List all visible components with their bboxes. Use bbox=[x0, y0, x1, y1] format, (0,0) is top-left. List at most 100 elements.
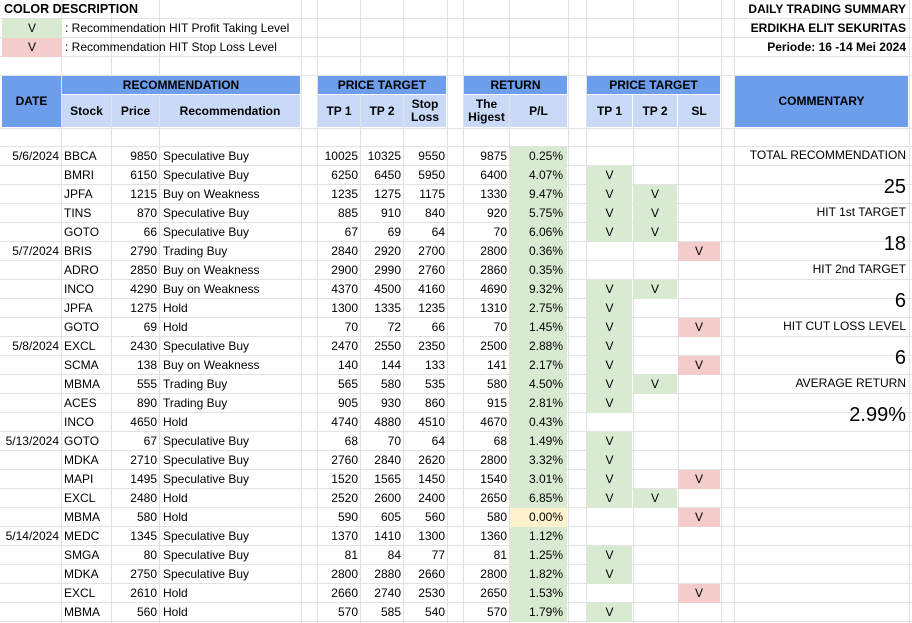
cell-price: 1275 bbox=[130, 301, 157, 315]
cell-rec: Hold bbox=[163, 320, 188, 334]
grid-vline bbox=[568, 0, 569, 623]
cell-hit-sl bbox=[678, 546, 720, 565]
commentary-label: HIT 2nd TARGET bbox=[812, 262, 906, 276]
cell-sl: 9550 bbox=[418, 149, 445, 163]
cell-hit-tp2 bbox=[633, 451, 677, 470]
cell-tp2: 1410 bbox=[374, 529, 401, 543]
grid-hline bbox=[0, 564, 912, 565]
cell-sl: 2350 bbox=[418, 339, 445, 353]
grid-hline bbox=[0, 621, 912, 622]
cell-pl: 4.50% bbox=[510, 375, 567, 394]
header-stock: Stock bbox=[62, 95, 111, 127]
cell-hit-tp1 bbox=[587, 527, 632, 546]
cell-hit-tp2: V bbox=[633, 223, 677, 242]
cell-pl: 2.75% bbox=[510, 299, 567, 318]
cell-rec: Speculative Buy bbox=[163, 567, 250, 581]
grid-hline bbox=[0, 450, 912, 451]
cell-hit-tp1: V bbox=[587, 489, 632, 508]
cell-pl: 1.82% bbox=[510, 565, 567, 584]
cell-tp2: 6450 bbox=[374, 168, 401, 182]
cell-sl: 860 bbox=[424, 396, 445, 410]
cell-date bbox=[2, 413, 59, 432]
grid-vline bbox=[678, 0, 679, 623]
cell-high: 1330 bbox=[480, 187, 507, 201]
cell-tp1: 905 bbox=[337, 396, 358, 410]
cell-hit-tp2 bbox=[633, 261, 677, 280]
legend-swatch-stoploss: V bbox=[2, 38, 62, 57]
cell-hit-tp2: V bbox=[633, 185, 677, 204]
cell-price: 9850 bbox=[130, 149, 157, 163]
cell-rec: Speculative Buy bbox=[163, 206, 250, 220]
cell-stock: MBMA bbox=[64, 605, 100, 619]
cell-hit-tp2 bbox=[633, 432, 677, 451]
cell-pl: 0.25% bbox=[510, 147, 567, 166]
cell-hit-sl bbox=[678, 166, 720, 185]
cell-hit-sl bbox=[678, 527, 720, 546]
cell-pl: 2.81% bbox=[510, 394, 567, 413]
cell-tp2: 4880 bbox=[374, 415, 401, 429]
cell-hit-tp2 bbox=[633, 527, 677, 546]
cell-tp1: 570 bbox=[337, 605, 358, 619]
cell-price: 890 bbox=[136, 396, 157, 410]
cell-tp2: 2840 bbox=[374, 453, 401, 467]
cell-high: 580 bbox=[486, 377, 507, 391]
cell-tp1: 1235 bbox=[331, 187, 358, 201]
cell-date bbox=[2, 356, 59, 375]
cell-sl: 2620 bbox=[418, 453, 445, 467]
grid-hline bbox=[0, 412, 912, 413]
cell-high: 68 bbox=[493, 434, 507, 448]
cell-sl: 2660 bbox=[418, 567, 445, 581]
cell-stock: MDKA bbox=[64, 567, 99, 581]
grid-hline bbox=[0, 128, 912, 129]
cell-tp2: 2600 bbox=[374, 491, 401, 505]
cell-hit-tp2 bbox=[633, 318, 677, 337]
cell-stock: JPFA bbox=[64, 301, 93, 315]
cell-hit-sl: V bbox=[678, 584, 720, 603]
cell-hit-tp1 bbox=[587, 413, 632, 432]
cell-tp1: 70 bbox=[344, 320, 358, 334]
cell-hit-tp2 bbox=[633, 470, 677, 489]
cell-hit-tp2: V bbox=[633, 204, 677, 223]
cell-tp2: 70 bbox=[387, 434, 401, 448]
cell-tp2: 2550 bbox=[374, 339, 401, 353]
cell-date bbox=[2, 546, 59, 565]
cell-tp2: 1565 bbox=[374, 472, 401, 486]
summary-title: DAILY TRADING SUMMARY bbox=[748, 2, 906, 16]
grid-hline bbox=[0, 75, 912, 76]
cell-rec: Hold bbox=[163, 491, 188, 505]
cell-date bbox=[2, 508, 59, 527]
cell-date bbox=[2, 204, 59, 223]
legend-title: COLOR DESCRIPTION bbox=[4, 2, 139, 16]
cell-hit-tp2 bbox=[633, 242, 677, 261]
cell-stock: EXCL bbox=[64, 586, 96, 600]
cell-price: 2430 bbox=[130, 339, 157, 353]
cell-high: 70 bbox=[493, 225, 507, 239]
cell-high: 570 bbox=[486, 605, 507, 619]
grid-hline bbox=[0, 336, 912, 337]
header-sl-hit: SL bbox=[678, 95, 720, 127]
cell-pl: 6.85% bbox=[510, 489, 567, 508]
cell-tp2: 2920 bbox=[374, 244, 401, 258]
cell-high: 141 bbox=[486, 358, 507, 372]
cell-hit-tp1: V bbox=[587, 337, 632, 356]
cell-pl: 9.32% bbox=[510, 280, 567, 299]
cell-hit-sl bbox=[678, 603, 720, 622]
cell-rec: Buy on Weakness bbox=[163, 263, 260, 277]
cell-rec: Hold bbox=[163, 605, 188, 619]
cell-hit-tp1: V bbox=[587, 204, 632, 223]
cell-tp1: 885 bbox=[337, 206, 358, 220]
cell-high: 2860 bbox=[480, 263, 507, 277]
cell-tp1: 67 bbox=[344, 225, 358, 239]
grid-vline bbox=[111, 0, 112, 623]
cell-price: 66 bbox=[143, 225, 157, 239]
cell-tp1: 2520 bbox=[331, 491, 358, 505]
cell-tp2: 1275 bbox=[374, 187, 401, 201]
cell-date bbox=[2, 185, 59, 204]
header-price-target-group-2: PRICE TARGET bbox=[587, 76, 720, 94]
cell-stock: BRIS bbox=[64, 244, 93, 258]
header-highest: The Higest bbox=[464, 95, 509, 127]
header-stop-loss: Stop Loss bbox=[404, 95, 446, 127]
header-tp2-hit: TP 2 bbox=[633, 95, 677, 127]
cell-stock: TINS bbox=[64, 206, 92, 220]
grid-vline bbox=[721, 0, 722, 623]
